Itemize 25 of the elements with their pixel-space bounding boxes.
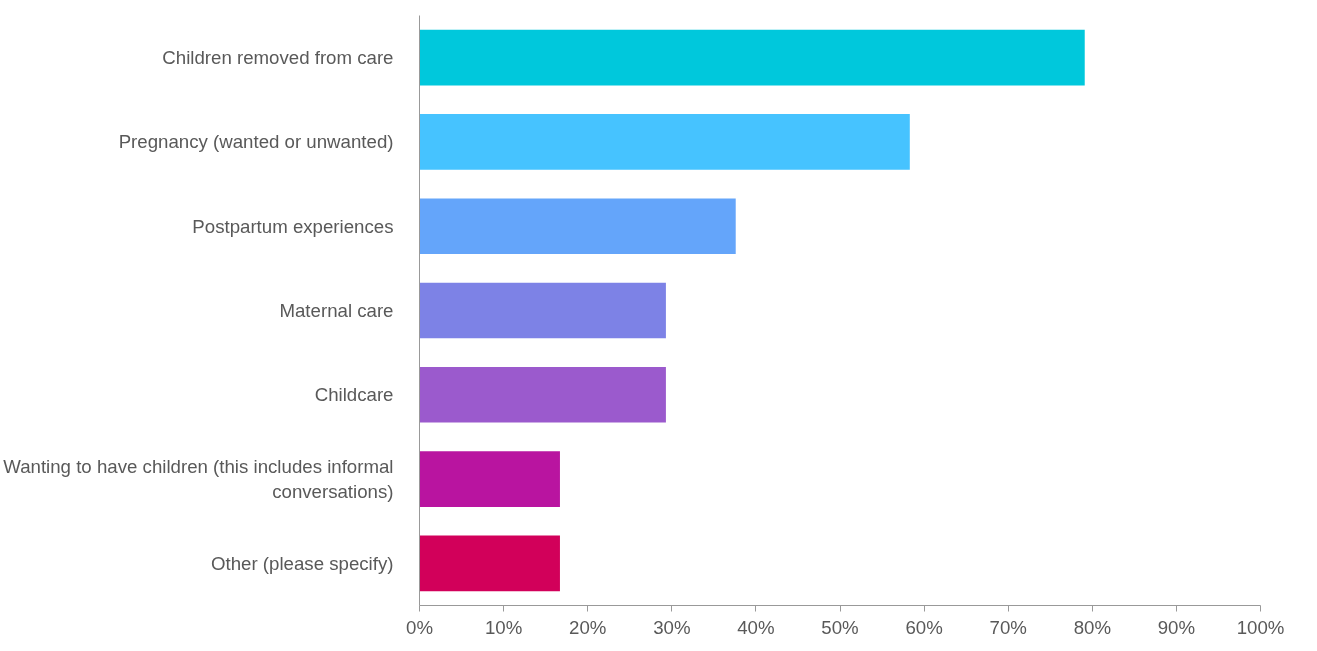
y-tick-label: Wanting to have children (this includes informal conversations) bbox=[3, 455, 394, 503]
bar bbox=[419, 29, 1085, 86]
y-tick-label: Maternal care bbox=[279, 300, 394, 321]
x-tick-label: 50% bbox=[821, 616, 859, 638]
x-tick-label: 20% bbox=[569, 616, 607, 638]
x-tick-label: 0% bbox=[406, 616, 433, 638]
bar bbox=[419, 114, 910, 170]
y-tick-label: Pregnancy (wanted or unwanted) bbox=[118, 131, 394, 153]
x-tick-label: 10% bbox=[484, 616, 523, 638]
bar bbox=[419, 198, 736, 255]
x-tick-label: 70% bbox=[989, 616, 1027, 638]
y-tick-label: Postpartum experiences bbox=[192, 215, 394, 237]
bar bbox=[419, 451, 560, 507]
x-tick-label: 60% bbox=[905, 616, 943, 638]
bar bbox=[419, 366, 666, 423]
y-tick-label: Children removed from care bbox=[162, 47, 394, 69]
x-tick-label: 40% bbox=[737, 616, 775, 638]
y-tick-label: Other (please specify) bbox=[211, 552, 394, 574]
x-tick-label: 80% bbox=[1073, 616, 1111, 638]
bar bbox=[419, 535, 560, 592]
bar bbox=[419, 282, 666, 339]
x-tick-label: 30% bbox=[653, 616, 691, 638]
x-tick-label: 100% bbox=[1236, 616, 1285, 638]
x-tick-label: 90% bbox=[1157, 616, 1196, 638]
y-tick-label: Childcare bbox=[314, 384, 394, 406]
